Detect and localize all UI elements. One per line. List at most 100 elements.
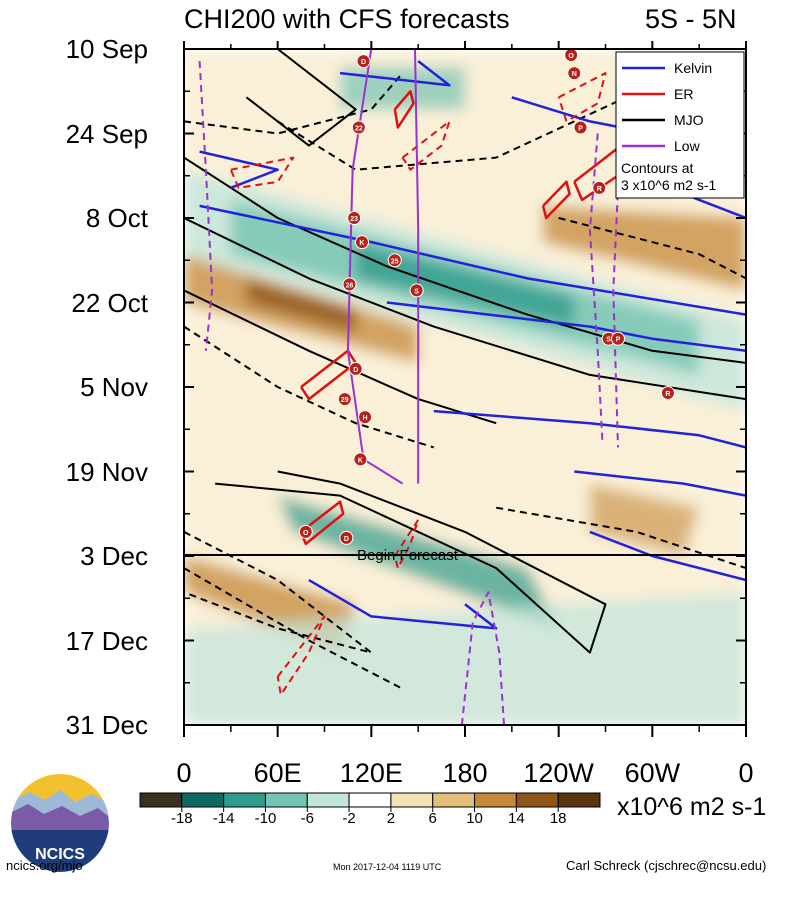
x-tick-label: 0	[738, 758, 754, 788]
storm-label: 23	[350, 216, 358, 223]
logo-text: NCICS	[35, 846, 85, 863]
storm-marker: P	[573, 120, 588, 135]
storm-label: P	[616, 337, 621, 344]
colorbar-swatch	[139, 792, 183, 808]
shading-band	[246, 278, 356, 333]
contour-line	[414, 49, 420, 484]
storm-label: H	[363, 415, 368, 422]
colorbar-label: 14	[508, 810, 525, 827]
contour-line	[198, 61, 214, 351]
y-tick-label: 22 Oct	[71, 287, 148, 318]
footer-left[interactable]: ncics.org/mjo	[6, 858, 83, 873]
shading-band	[184, 592, 746, 725]
shading-band	[340, 67, 465, 110]
storm-label: N	[572, 71, 577, 78]
contour-line	[229, 156, 295, 189]
contour-line	[299, 500, 345, 546]
storm-marker: 26	[342, 277, 357, 292]
legend-label: Low	[674, 138, 701, 154]
contour-line	[276, 615, 326, 696]
storm-marker: D	[339, 530, 354, 545]
contour-line	[199, 150, 279, 189]
contour-line	[433, 409, 746, 449]
storm-label: P	[578, 125, 583, 132]
contour-line	[496, 506, 746, 570]
storm-label: O	[303, 530, 309, 537]
colorbar-label: -6	[300, 810, 314, 827]
colorbar-swatch	[306, 792, 350, 808]
y-tick-label: 10 Sep	[65, 34, 148, 64]
contour-line	[612, 121, 623, 448]
storm-label: 25	[391, 258, 399, 265]
contour-line	[393, 90, 415, 129]
colorbar-unit: x10^6 m2 s-1	[617, 793, 767, 821]
x-tick-label: 120W	[523, 758, 594, 788]
shading-band	[589, 483, 700, 556]
colorbar-swatch	[348, 792, 392, 808]
contour-line	[588, 133, 604, 442]
footer-timestamp: Mon 2017-12-04 1119 UTC	[333, 862, 442, 872]
colorbar-swatch	[264, 792, 308, 808]
storm-marker: D	[348, 361, 363, 376]
colorbar-swatch	[474, 792, 517, 808]
storm-marker: 23	[347, 211, 362, 225]
shading-band	[355, 242, 575, 327]
storm-marker: O	[564, 49, 579, 63]
storm-label: K	[359, 240, 364, 247]
y-tick-label: 8 Oct	[85, 203, 148, 233]
contour-line	[339, 60, 451, 87]
legend: Kelvin ER MJO Low	[615, 51, 745, 199]
colorbar-swatch	[181, 792, 225, 808]
colorbar-label: 2	[386, 810, 396, 827]
y-tick-label: 17 Dec	[65, 625, 148, 656]
low-contours	[198, 49, 623, 725]
legend-label: ER	[674, 86, 693, 102]
colorbar-label: -10	[254, 810, 277, 827]
storm-marker: 22	[351, 120, 366, 135]
forecast-start-label: Begin Forecast	[357, 547, 458, 564]
storm-label: R	[597, 186, 602, 193]
storm-label: D	[344, 536, 349, 543]
contour-line	[574, 470, 746, 497]
colorbar-swatch	[390, 792, 434, 808]
contour-line	[184, 567, 404, 690]
storm-label: 26	[346, 282, 354, 289]
storm-label: D	[353, 367, 358, 374]
mjo-contours	[184, 49, 746, 690]
x-tick-label: 60W	[624, 758, 681, 788]
storm-marker: O	[298, 524, 313, 539]
legend-label: Kelvin	[674, 60, 712, 76]
colorbar-swatch	[432, 792, 476, 808]
x-axis-ticks	[183, 41, 747, 737]
storm-marker: R	[592, 180, 607, 195]
shading-band	[277, 495, 559, 629]
storm-label: R	[665, 391, 670, 398]
colorbar	[139, 792, 601, 812]
y-tick-label: 24 Sep	[65, 118, 148, 149]
x-tick-label: 0	[176, 758, 192, 788]
contour-line	[308, 579, 498, 630]
storm-marker: P	[610, 331, 625, 346]
storm-label: K	[358, 457, 363, 464]
y-axis-ticks	[184, 48, 746, 726]
contour-line	[393, 518, 420, 570]
storm-marker: K	[354, 235, 369, 250]
storm-marker: D	[356, 54, 371, 69]
storm-marker: N	[567, 66, 582, 81]
storm-label: S	[414, 288, 419, 295]
contour-note: Contours at 3 x10^6 m2 s-1	[621, 160, 717, 193]
colorbar-label: -2	[342, 810, 356, 827]
x-tick-label: 180	[442, 758, 488, 788]
x-tick-label: 60E	[253, 758, 302, 788]
contour-line	[184, 217, 746, 401]
y-tick-label: 5 Nov	[80, 372, 148, 402]
storm-marker: 25	[387, 253, 402, 268]
chart-title: CHI200 with CFS forecasts	[184, 4, 510, 34]
y-tick-label: 3 Dec	[80, 541, 148, 571]
contour-line	[541, 180, 571, 220]
storm-label: 29	[341, 397, 349, 404]
storm-label: 22	[355, 125, 363, 132]
storm-label: D	[361, 59, 366, 66]
